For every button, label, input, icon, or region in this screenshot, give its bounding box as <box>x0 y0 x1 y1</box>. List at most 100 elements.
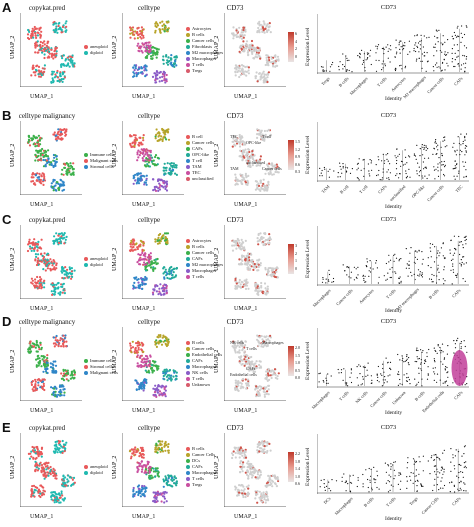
violin-point <box>342 379 344 381</box>
violin-point <box>356 163 359 165</box>
umap-point <box>33 249 36 252</box>
umap-point <box>37 158 40 161</box>
umap-point <box>232 134 235 138</box>
umap-point <box>44 365 47 368</box>
umap-point <box>266 54 269 57</box>
violin-point <box>433 274 435 277</box>
umap-point <box>255 164 258 167</box>
umap-point <box>240 68 244 71</box>
violin-plot <box>317 122 469 182</box>
violin-point <box>421 53 423 55</box>
colorbar-tick: 0 <box>295 265 297 271</box>
violin-title: CD73 <box>380 216 397 223</box>
umap-point <box>36 285 39 288</box>
violin-point <box>345 384 347 386</box>
umap-point <box>142 385 145 388</box>
umap-point <box>160 386 163 389</box>
violin-point <box>375 260 377 262</box>
umap-point <box>155 133 158 136</box>
violin-point <box>323 381 325 383</box>
umap-point <box>136 159 139 162</box>
umap-point <box>257 26 260 30</box>
umap-point <box>162 55 165 58</box>
umap-point <box>55 155 58 158</box>
umap-point <box>68 55 72 58</box>
violin-point <box>442 351 444 353</box>
umap-point <box>159 335 162 338</box>
umap-point <box>173 63 176 66</box>
umap-point <box>63 184 66 187</box>
umap-point <box>269 31 272 34</box>
umap-point <box>238 241 241 244</box>
violin-point <box>442 363 444 365</box>
umap-point <box>148 365 151 368</box>
umap-point <box>53 22 56 25</box>
umap-point <box>42 158 45 162</box>
umap-point <box>137 156 140 159</box>
umap-point <box>157 293 160 296</box>
umap-point <box>145 41 148 44</box>
umap-point <box>57 345 60 348</box>
legend-item: diploid <box>84 470 108 476</box>
umap-point <box>241 31 244 34</box>
violin-point <box>340 372 342 374</box>
umap-point <box>38 246 42 249</box>
violin-point <box>409 252 411 254</box>
umap-point <box>59 72 62 75</box>
umap-point <box>232 137 235 140</box>
umap-point <box>43 67 46 70</box>
umap-point <box>137 245 140 248</box>
umap-point <box>55 387 58 390</box>
umap-point <box>261 290 265 293</box>
umap-point <box>275 270 278 273</box>
violin-point <box>454 160 456 162</box>
panel-letter: A <box>2 0 12 15</box>
violin-point <box>399 52 401 54</box>
umap-point <box>37 31 40 34</box>
umap-point <box>165 138 168 141</box>
umap-point <box>248 256 251 259</box>
umap-point <box>40 238 43 241</box>
umap-point <box>34 74 37 77</box>
umap-point <box>154 285 157 288</box>
umap-point <box>259 164 262 167</box>
umap-point <box>69 377 72 380</box>
umap-point <box>158 290 161 293</box>
legend-label: diploid <box>90 470 103 475</box>
legend: aneuploid diploid <box>84 44 108 56</box>
violin-point <box>428 278 431 280</box>
umap-point <box>160 343 164 346</box>
umap-point <box>241 34 244 37</box>
violin-point <box>422 46 424 48</box>
umap-point <box>46 267 49 270</box>
violin-point <box>325 278 327 280</box>
legend-item: T cell <box>186 158 214 164</box>
violin-point <box>398 177 400 179</box>
violin-point <box>433 359 436 362</box>
violin-point <box>426 37 428 39</box>
violin-point <box>461 261 463 264</box>
violin-point <box>442 278 444 280</box>
umap-point <box>259 155 262 158</box>
umap-point <box>268 22 271 25</box>
umap-point <box>171 65 174 68</box>
umap-point <box>145 277 148 280</box>
umap-point <box>235 247 238 250</box>
legend-item: M2 macrophages <box>186 262 223 268</box>
violin-point <box>441 343 444 345</box>
umap-point <box>236 351 240 354</box>
umap-point <box>162 62 165 65</box>
p3-umap-panel: CD73 UMAP_2 UMAP_1 6 4 2 0 <box>212 4 298 104</box>
umap-point <box>161 24 164 27</box>
umap-point <box>263 395 266 398</box>
panel-title: CD73 <box>226 216 244 224</box>
violin-point <box>416 258 418 260</box>
violin-point <box>454 65 456 68</box>
umap-point <box>136 261 139 264</box>
umap-point <box>267 180 270 183</box>
umap-point <box>33 238 36 241</box>
colorbar-tick: 4 <box>295 38 297 44</box>
umap-point <box>65 25 68 28</box>
umap-point <box>255 71 258 74</box>
violin-point <box>421 144 423 146</box>
